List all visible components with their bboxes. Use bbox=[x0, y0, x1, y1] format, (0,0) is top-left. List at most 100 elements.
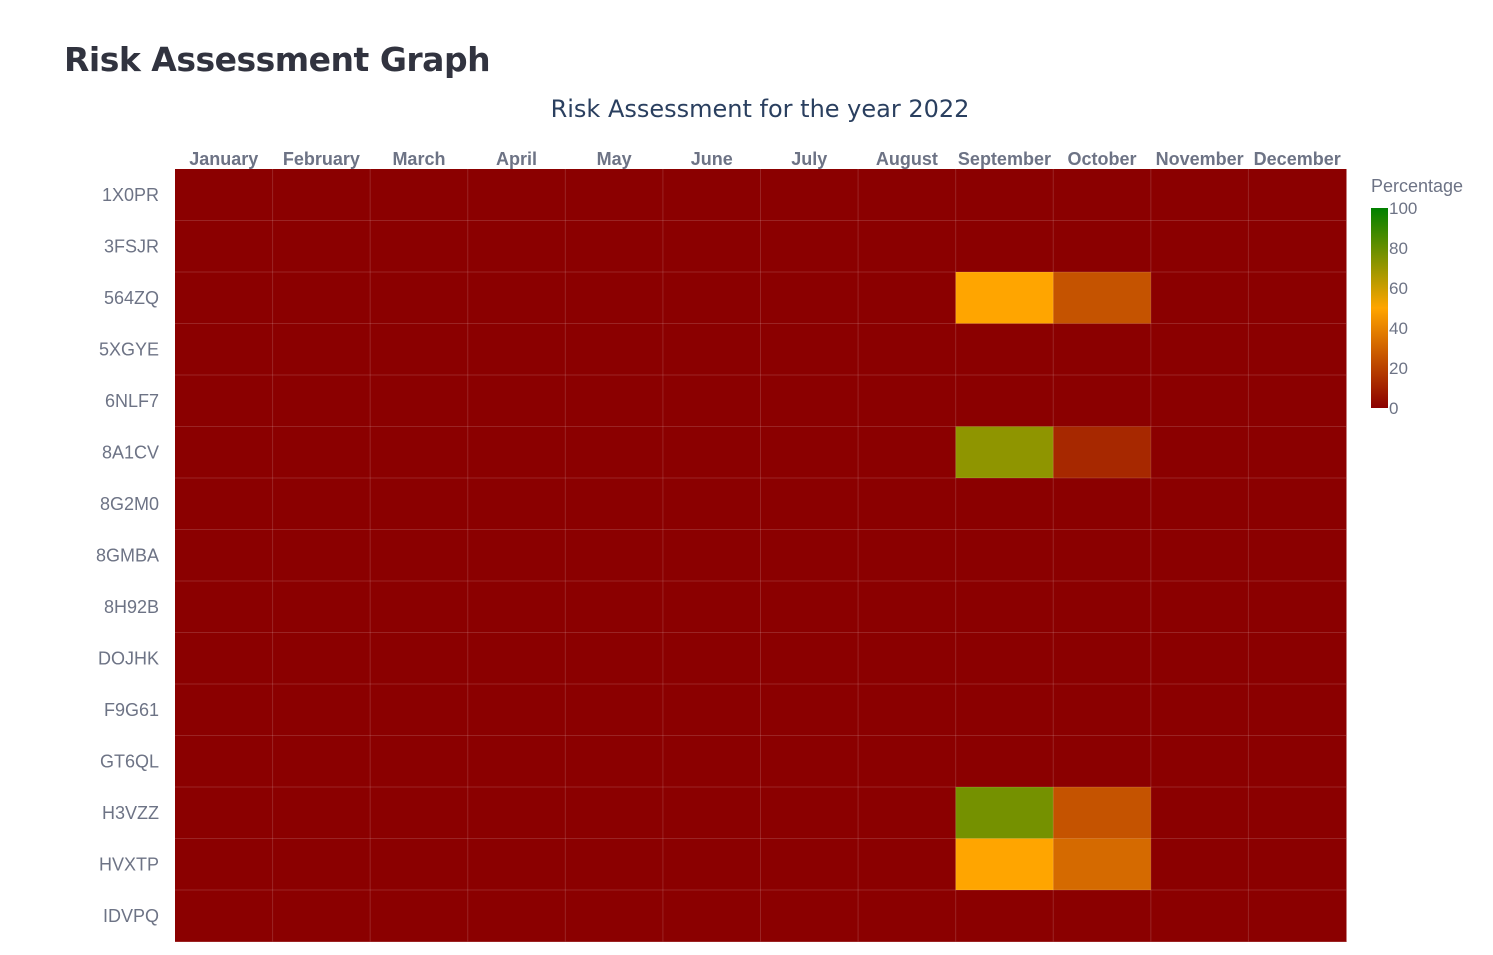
heatmap-cell bbox=[1150, 735, 1249, 788]
colorbar-tick-label: 60 bbox=[1389, 279, 1408, 298]
heatmap-cell bbox=[565, 169, 664, 221]
heatmap-cell bbox=[272, 169, 371, 221]
heatmap-cell bbox=[662, 787, 761, 839]
colorbar-ticks: 0 20 40 60 80 100 bbox=[1389, 199, 1417, 418]
heatmap-cell bbox=[1053, 375, 1152, 427]
heatmap-cell bbox=[1053, 220, 1152, 273]
y-tick-label: 5XGYE bbox=[99, 339, 159, 359]
heatmap-cell bbox=[175, 375, 274, 427]
heatmap-cell bbox=[1248, 581, 1347, 633]
heatmap-cell bbox=[370, 890, 469, 942]
heatmap-cell bbox=[565, 890, 664, 942]
heatmap-cell bbox=[175, 581, 274, 633]
heatmap-cell bbox=[662, 375, 761, 427]
heatmap-cell bbox=[370, 581, 469, 633]
x-tick-label: February bbox=[283, 149, 360, 169]
heatmap-cell bbox=[370, 632, 469, 685]
heatmap-cell bbox=[858, 632, 957, 685]
heatmap-cell bbox=[175, 529, 274, 582]
heatmap-cell bbox=[1248, 272, 1347, 324]
heatmap-cell bbox=[175, 220, 274, 273]
heatmap-cell bbox=[1053, 529, 1152, 582]
heatmap-cell bbox=[662, 529, 761, 582]
heatmap-cell bbox=[955, 426, 1054, 479]
heatmap-cell bbox=[1150, 581, 1249, 633]
heatmap-cell bbox=[1248, 529, 1347, 582]
heatmap-cell bbox=[370, 684, 469, 736]
heatmap-cell bbox=[370, 426, 469, 479]
heatmap-cell bbox=[565, 426, 664, 479]
heatmap-cell bbox=[175, 735, 274, 788]
heatmap-cell bbox=[760, 323, 859, 376]
heatmap-cell bbox=[175, 787, 274, 839]
heatmap-cell bbox=[370, 272, 469, 324]
heatmap-cell bbox=[760, 169, 859, 221]
heatmap-cell bbox=[662, 323, 761, 376]
heatmap-cell bbox=[1053, 272, 1152, 324]
heatmap-cell bbox=[760, 684, 859, 736]
heatmap-cell bbox=[662, 581, 761, 633]
heatmap-cells bbox=[175, 169, 1347, 942]
heatmap-cell bbox=[1150, 478, 1249, 530]
heatmap-cell bbox=[370, 529, 469, 582]
heatmap-cell bbox=[1053, 426, 1152, 479]
heatmap-cell bbox=[760, 838, 859, 891]
heatmap-cell bbox=[1248, 426, 1347, 479]
heatmap-cell bbox=[565, 684, 664, 736]
page-title: Risk Assessment Graph bbox=[64, 40, 491, 79]
heatmap-cell bbox=[1248, 169, 1347, 221]
heatmap-cell bbox=[955, 787, 1054, 839]
heatmap-cell bbox=[760, 478, 859, 530]
heatmap-cell bbox=[955, 581, 1054, 633]
heatmap-cell bbox=[467, 684, 566, 736]
heatmap-cell bbox=[565, 323, 664, 376]
heatmap-cell bbox=[1248, 323, 1347, 376]
heatmap-cell bbox=[1053, 169, 1152, 221]
heatmap-cell bbox=[760, 272, 859, 324]
heatmap-cell bbox=[272, 632, 371, 685]
heatmap-cell bbox=[760, 890, 859, 942]
x-tick-label: November bbox=[1156, 149, 1244, 169]
y-tick-label: IDVPQ bbox=[103, 906, 159, 926]
heatmap-cell bbox=[1150, 529, 1249, 582]
x-tick-label: June bbox=[691, 149, 733, 169]
heatmap-cell bbox=[1150, 787, 1249, 839]
heatmap-cell bbox=[1248, 684, 1347, 736]
heatmap-cell bbox=[760, 375, 859, 427]
heatmap-cell bbox=[858, 890, 957, 942]
heatmap-cell bbox=[467, 426, 566, 479]
y-axis-ticks: 1X0PR 3FSJR 564ZQ 5XGYE 6NLF7 8A1CV 8G2M0 8GMBA… bbox=[96, 185, 159, 926]
heatmap-cell bbox=[858, 735, 957, 788]
heatmap-cell bbox=[1053, 581, 1152, 633]
heatmap-cell bbox=[760, 426, 859, 479]
y-tick-label: 564ZQ bbox=[104, 288, 159, 308]
x-tick-label: March bbox=[392, 149, 445, 169]
heatmap-cell bbox=[565, 220, 664, 273]
x-tick-label: August bbox=[876, 149, 938, 169]
heatmap-cell bbox=[858, 169, 957, 221]
heatmap-cell bbox=[467, 632, 566, 685]
chart-title: Risk Assessment for the year 2022 bbox=[551, 95, 970, 123]
heatmap-cell bbox=[370, 787, 469, 839]
heatmap-cell bbox=[1150, 220, 1249, 273]
heatmap-cell bbox=[467, 220, 566, 273]
heatmap-cell bbox=[662, 838, 761, 891]
heatmap-cell bbox=[272, 890, 371, 942]
heatmap-cell bbox=[858, 787, 957, 839]
heatmap-cell bbox=[565, 375, 664, 427]
heatmap-cell bbox=[1150, 272, 1249, 324]
heatmap-cell bbox=[858, 323, 957, 376]
heatmap-cell bbox=[467, 478, 566, 530]
heatmap-cell bbox=[175, 169, 274, 221]
heatmap-cell bbox=[662, 890, 761, 942]
heatmap-cell bbox=[858, 684, 957, 736]
heatmap-cell bbox=[175, 684, 274, 736]
heatmap-cell bbox=[272, 529, 371, 582]
heatmap-cell bbox=[760, 735, 859, 788]
heatmap-cell bbox=[955, 220, 1054, 273]
heatmap-cell bbox=[858, 220, 957, 273]
y-tick-label: 3FSJR bbox=[104, 236, 159, 256]
heatmap-cell bbox=[955, 890, 1054, 942]
colorbar-title: Percentage bbox=[1371, 176, 1463, 196]
heatmap-cell bbox=[955, 529, 1054, 582]
